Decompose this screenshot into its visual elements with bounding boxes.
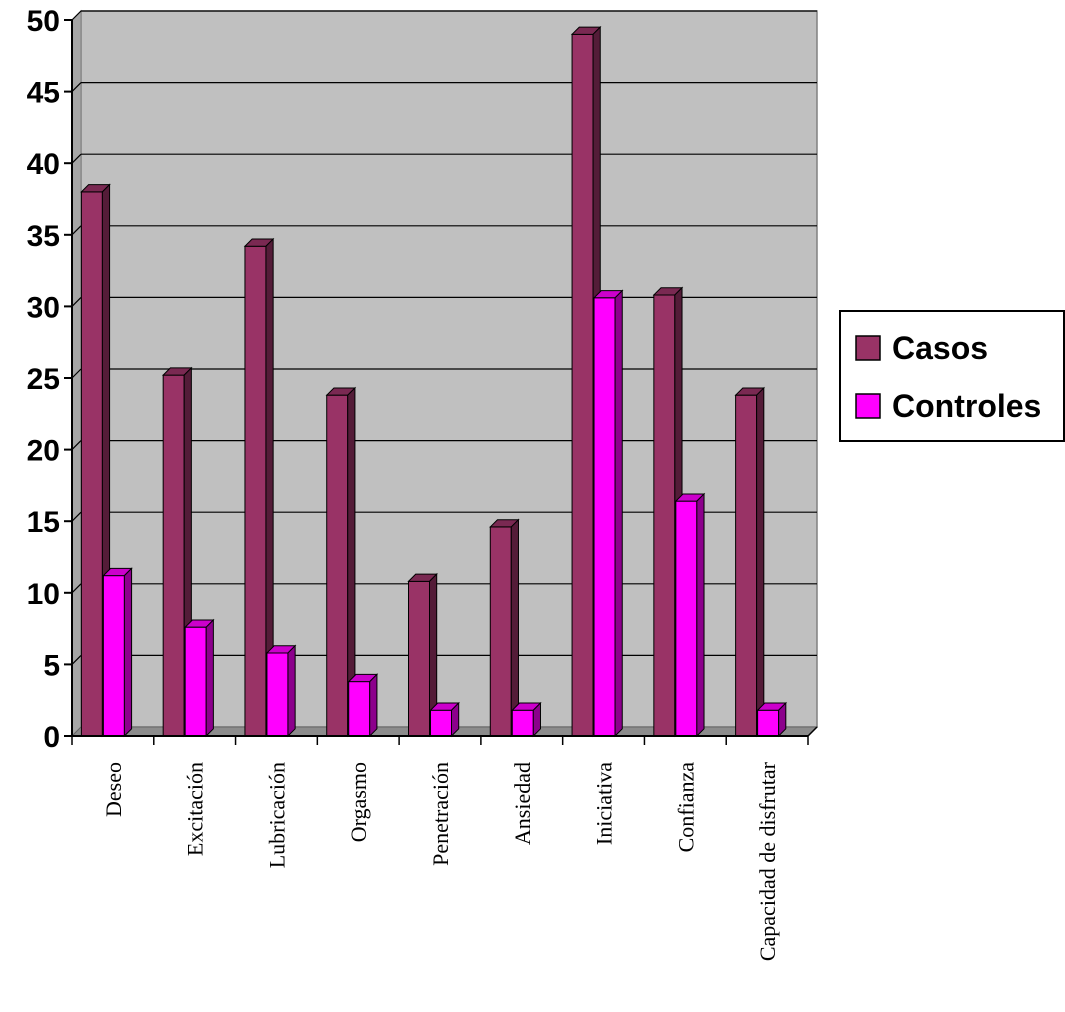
legend-box [839,310,1065,442]
gridline-diag [71,82,82,93]
bar-controles-8 [756,701,788,738]
bar-controles-3 [347,673,379,738]
bars [80,25,788,738]
axes: 0 5 10 15 20 25 30 35 40 45 50 Deseo Excitación Lubri… [27,5,818,961]
x-tick-label: Orgasmo [346,762,371,842]
x-tick-label: Capacidad de disfrutar [755,761,780,961]
bar-controles-6 [592,289,624,738]
x-tick-label: Confianza [673,762,698,853]
bar-casos-5 [489,518,520,738]
legend-swatch-controles [855,393,881,419]
x-tick-label: Excitación [183,762,208,856]
y-tick-label: 5 [43,649,60,682]
x-tick-label: Ansiedad [510,762,535,845]
y-tick-label: 25 [27,363,60,396]
x-tick-label: Iniciativa [592,762,617,845]
gridline-diag [71,10,82,21]
bar-controles-5 [511,701,542,738]
gridline-diag [71,225,82,236]
x-tick-label: Lubricación [264,762,289,868]
y-tick-label: 30 [27,291,60,324]
plot-area [70,9,819,738]
legend-label-controles: Controles [892,388,1041,424]
gridline-diag [71,368,82,379]
y-tick-label: 35 [27,220,60,253]
bar-casos-8 [734,386,766,738]
x-tick-label: Deseo [101,762,126,817]
bar-controles-0 [102,567,133,738]
legend-label-casos: Casos [892,330,988,366]
bar-controles-2 [265,644,297,738]
gridline-diag [71,153,82,164]
gridline-diag [71,296,82,307]
y-tick-label: 0 [43,721,60,754]
gridline-diag [71,583,82,594]
bar-controles-1 [183,618,215,738]
y-tick-label: 20 [27,435,60,468]
y-tick-label: 50 [27,5,60,38]
bar-controles-7 [674,492,706,738]
y-tick-label: 15 [27,506,60,539]
gridline-diag [71,440,82,451]
legend: Casos Controles [839,310,1065,442]
bar-casos-4 [407,572,438,738]
y-tick-label: 10 [27,578,60,611]
gridline-diag [71,654,82,665]
y-tick-label: 40 [27,148,60,181]
legend-swatch-casos [855,335,881,361]
bar-controles-4 [429,701,460,738]
x-axis-end [807,726,818,737]
y-tick-label: 45 [27,77,60,110]
gridline-diag [71,511,82,522]
bar-casos-2 [243,237,275,738]
x-tick-label: Penetración [428,762,453,866]
